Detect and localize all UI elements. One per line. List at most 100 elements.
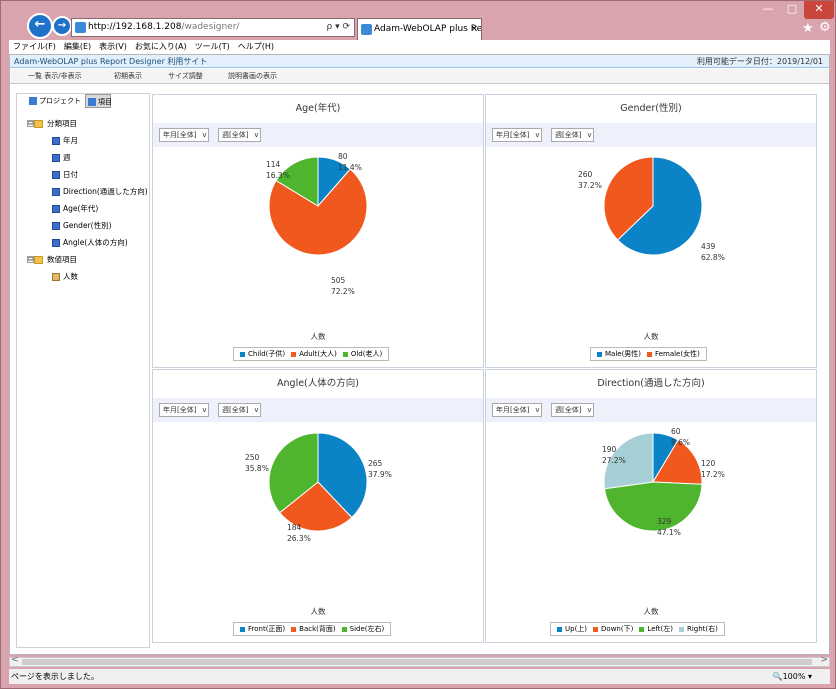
menu-favorites[interactable]: お気に入り(A): [134, 42, 187, 51]
pie-slice[interactable]: [268, 168, 368, 256]
tree-label: Angle(人体の方向): [63, 238, 128, 247]
pie-slice[interactable]: [603, 156, 654, 241]
show-description-button[interactable]: 説明書画の表示: [228, 72, 277, 80]
legend-item[interactable]: Adult(大人): [291, 348, 337, 360]
forward-button[interactable]: →: [52, 16, 72, 36]
toggle-list-button[interactable]: 一覧 表示/非表示: [28, 72, 82, 80]
legend-item[interactable]: Down(下): [593, 623, 633, 635]
status-text: ページを表示しました。: [11, 672, 99, 681]
left-panel: プロジェクト 項目 ⊟ 分類項目 年月 週 日付 Direction(通過した方向…: [16, 93, 150, 684]
scroll-right-icon[interactable]: >: [820, 655, 828, 665]
tree-node-direction[interactable]: Direction(通過した方向): [52, 186, 148, 198]
tree-node-month[interactable]: 年月: [52, 135, 78, 147]
tab-close-icon[interactable]: ×: [470, 24, 478, 34]
pie-slice[interactable]: [275, 156, 319, 207]
week-filter-dropdown[interactable]: 週[全体] v: [551, 128, 595, 142]
legend-label: Old(老人): [350, 350, 383, 358]
legend-item[interactable]: Right(右): [678, 623, 718, 635]
dimension-icon: [52, 222, 60, 230]
tree-node-classification[interactable]: ⊟ 分類項目: [27, 118, 77, 130]
folder-icon: [34, 120, 43, 128]
address-tools-icon[interactable]: ρ ▾ ⟳: [326, 22, 351, 32]
tree-node-age[interactable]: Age(年代): [52, 203, 98, 215]
tab-project[interactable]: プロジェクト: [27, 94, 83, 108]
horizontal-scrollbar[interactable]: < >: [9, 655, 830, 667]
month-filter-dropdown[interactable]: 年月[全体] v: [159, 403, 210, 417]
tree-node-week[interactable]: 週: [52, 152, 71, 164]
month-filter-dropdown[interactable]: 年月[全体] v: [492, 403, 543, 417]
chart-legend: Child(子供) Adult(大人) Old(老人): [233, 347, 390, 361]
filter-bar: 年月[全体] v 週[全体] v: [153, 398, 483, 422]
pie-slice[interactable]: [603, 481, 703, 532]
measure-title: 人数: [310, 332, 326, 341]
legend-item[interactable]: Male(男性): [597, 348, 641, 360]
month-filter-label: 年月[全体]: [496, 131, 530, 139]
legend-item[interactable]: Front(正面): [240, 623, 285, 635]
data-label-value: 80: [338, 152, 348, 161]
menu-view[interactable]: 表示(V): [99, 42, 127, 51]
zoom-control[interactable]: 🔍100% ▾: [772, 672, 812, 681]
pie-slice[interactable]: [603, 432, 654, 490]
tree-node-gender[interactable]: Gender(性別): [52, 220, 112, 232]
tree-node-count[interactable]: 人数: [52, 271, 78, 283]
dimension-icon: [52, 205, 60, 213]
scroll-left-icon[interactable]: <: [11, 655, 19, 665]
minimize-button[interactable]: —: [762, 2, 774, 15]
week-filter-dropdown[interactable]: 週[全体] v: [218, 403, 262, 417]
favorites-icon[interactable]: ★: [802, 21, 814, 36]
tree-node-angle[interactable]: Angle(人体の方向): [52, 237, 128, 249]
scroll-thumb[interactable]: [22, 659, 812, 665]
browser-tab[interactable]: Adam-WebOLAP plus Re... ×: [357, 18, 482, 40]
resize-button[interactable]: サイズ調整: [168, 72, 203, 80]
pie-slice[interactable]: [279, 481, 353, 532]
week-filter-dropdown[interactable]: 週[全体] v: [218, 128, 262, 142]
data-label-percent: 16.3%: [266, 171, 290, 180]
legend-label: Up(上): [565, 625, 588, 633]
dimension-icon: [52, 188, 60, 196]
pie-slice[interactable]: [317, 432, 368, 519]
pie-slice[interactable]: [652, 439, 703, 485]
chevron-down-icon: v: [587, 131, 592, 139]
tree-node-measures[interactable]: ⊟ 数値項目: [27, 254, 77, 266]
tree-label: Direction(通過した方向): [63, 187, 148, 196]
legend-item[interactable]: Side(左右): [341, 623, 384, 635]
tree-node-date[interactable]: 日付: [52, 169, 78, 181]
legend-item[interactable]: Left(左): [639, 623, 673, 635]
toolbar: 一覧 表示/非表示 初期表示 サイズ調整 説明書画の表示: [10, 69, 829, 84]
chart-legend: Up(上) Down(下) Left(左) Right(右): [550, 622, 725, 636]
menu-file[interactable]: ファイル(F): [13, 42, 56, 51]
page-icon: [75, 22, 86, 33]
legend-item[interactable]: Female(女性): [647, 348, 700, 360]
month-filter-dropdown[interactable]: 年月[全体] v: [159, 128, 210, 142]
tab-items[interactable]: 項目: [85, 94, 112, 108]
initial-view-button[interactable]: 初期表示: [114, 72, 142, 80]
tree-label: Gender(性別): [63, 221, 112, 230]
month-filter-dropdown[interactable]: 年月[全体] v: [492, 128, 543, 142]
menu-tools[interactable]: ツール(T): [194, 42, 230, 51]
dimension-icon: [52, 154, 60, 162]
pie-slice[interactable]: [616, 156, 703, 256]
address-bar[interactable]: http://192.168.1.208/wadesigner/ ρ ▾ ⟳: [71, 18, 355, 37]
collapse-icon[interactable]: ⊟: [27, 120, 34, 127]
legend-item[interactable]: Child(子供): [240, 348, 285, 360]
legend-swatch: [597, 351, 602, 357]
back-button[interactable]: ←: [27, 13, 53, 39]
pie-slice[interactable]: [268, 432, 319, 514]
menu-edit[interactable]: 編集(E): [63, 42, 92, 51]
legend-item[interactable]: Back(背面): [291, 623, 336, 635]
chart-title: Gender(性別): [620, 103, 682, 114]
measure-icon: [52, 273, 60, 281]
items-icon: [88, 98, 96, 106]
month-filter-label: 年月[全体]: [496, 406, 530, 414]
chart-title: Direction(通過した方向): [597, 378, 705, 389]
collapse-icon[interactable]: ⊟: [27, 256, 34, 263]
week-filter-dropdown[interactable]: 週[全体] v: [551, 403, 595, 417]
close-button[interactable]: ✕: [804, 1, 834, 19]
legend-item[interactable]: Up(上): [557, 623, 587, 635]
chevron-down-icon: v: [202, 131, 207, 139]
maximize-button[interactable]: □: [786, 2, 798, 15]
menu-help[interactable]: ヘルプ(H): [237, 42, 274, 51]
gear-icon[interactable]: ⚙: [819, 20, 831, 35]
legend-item[interactable]: Old(老人): [342, 348, 383, 360]
